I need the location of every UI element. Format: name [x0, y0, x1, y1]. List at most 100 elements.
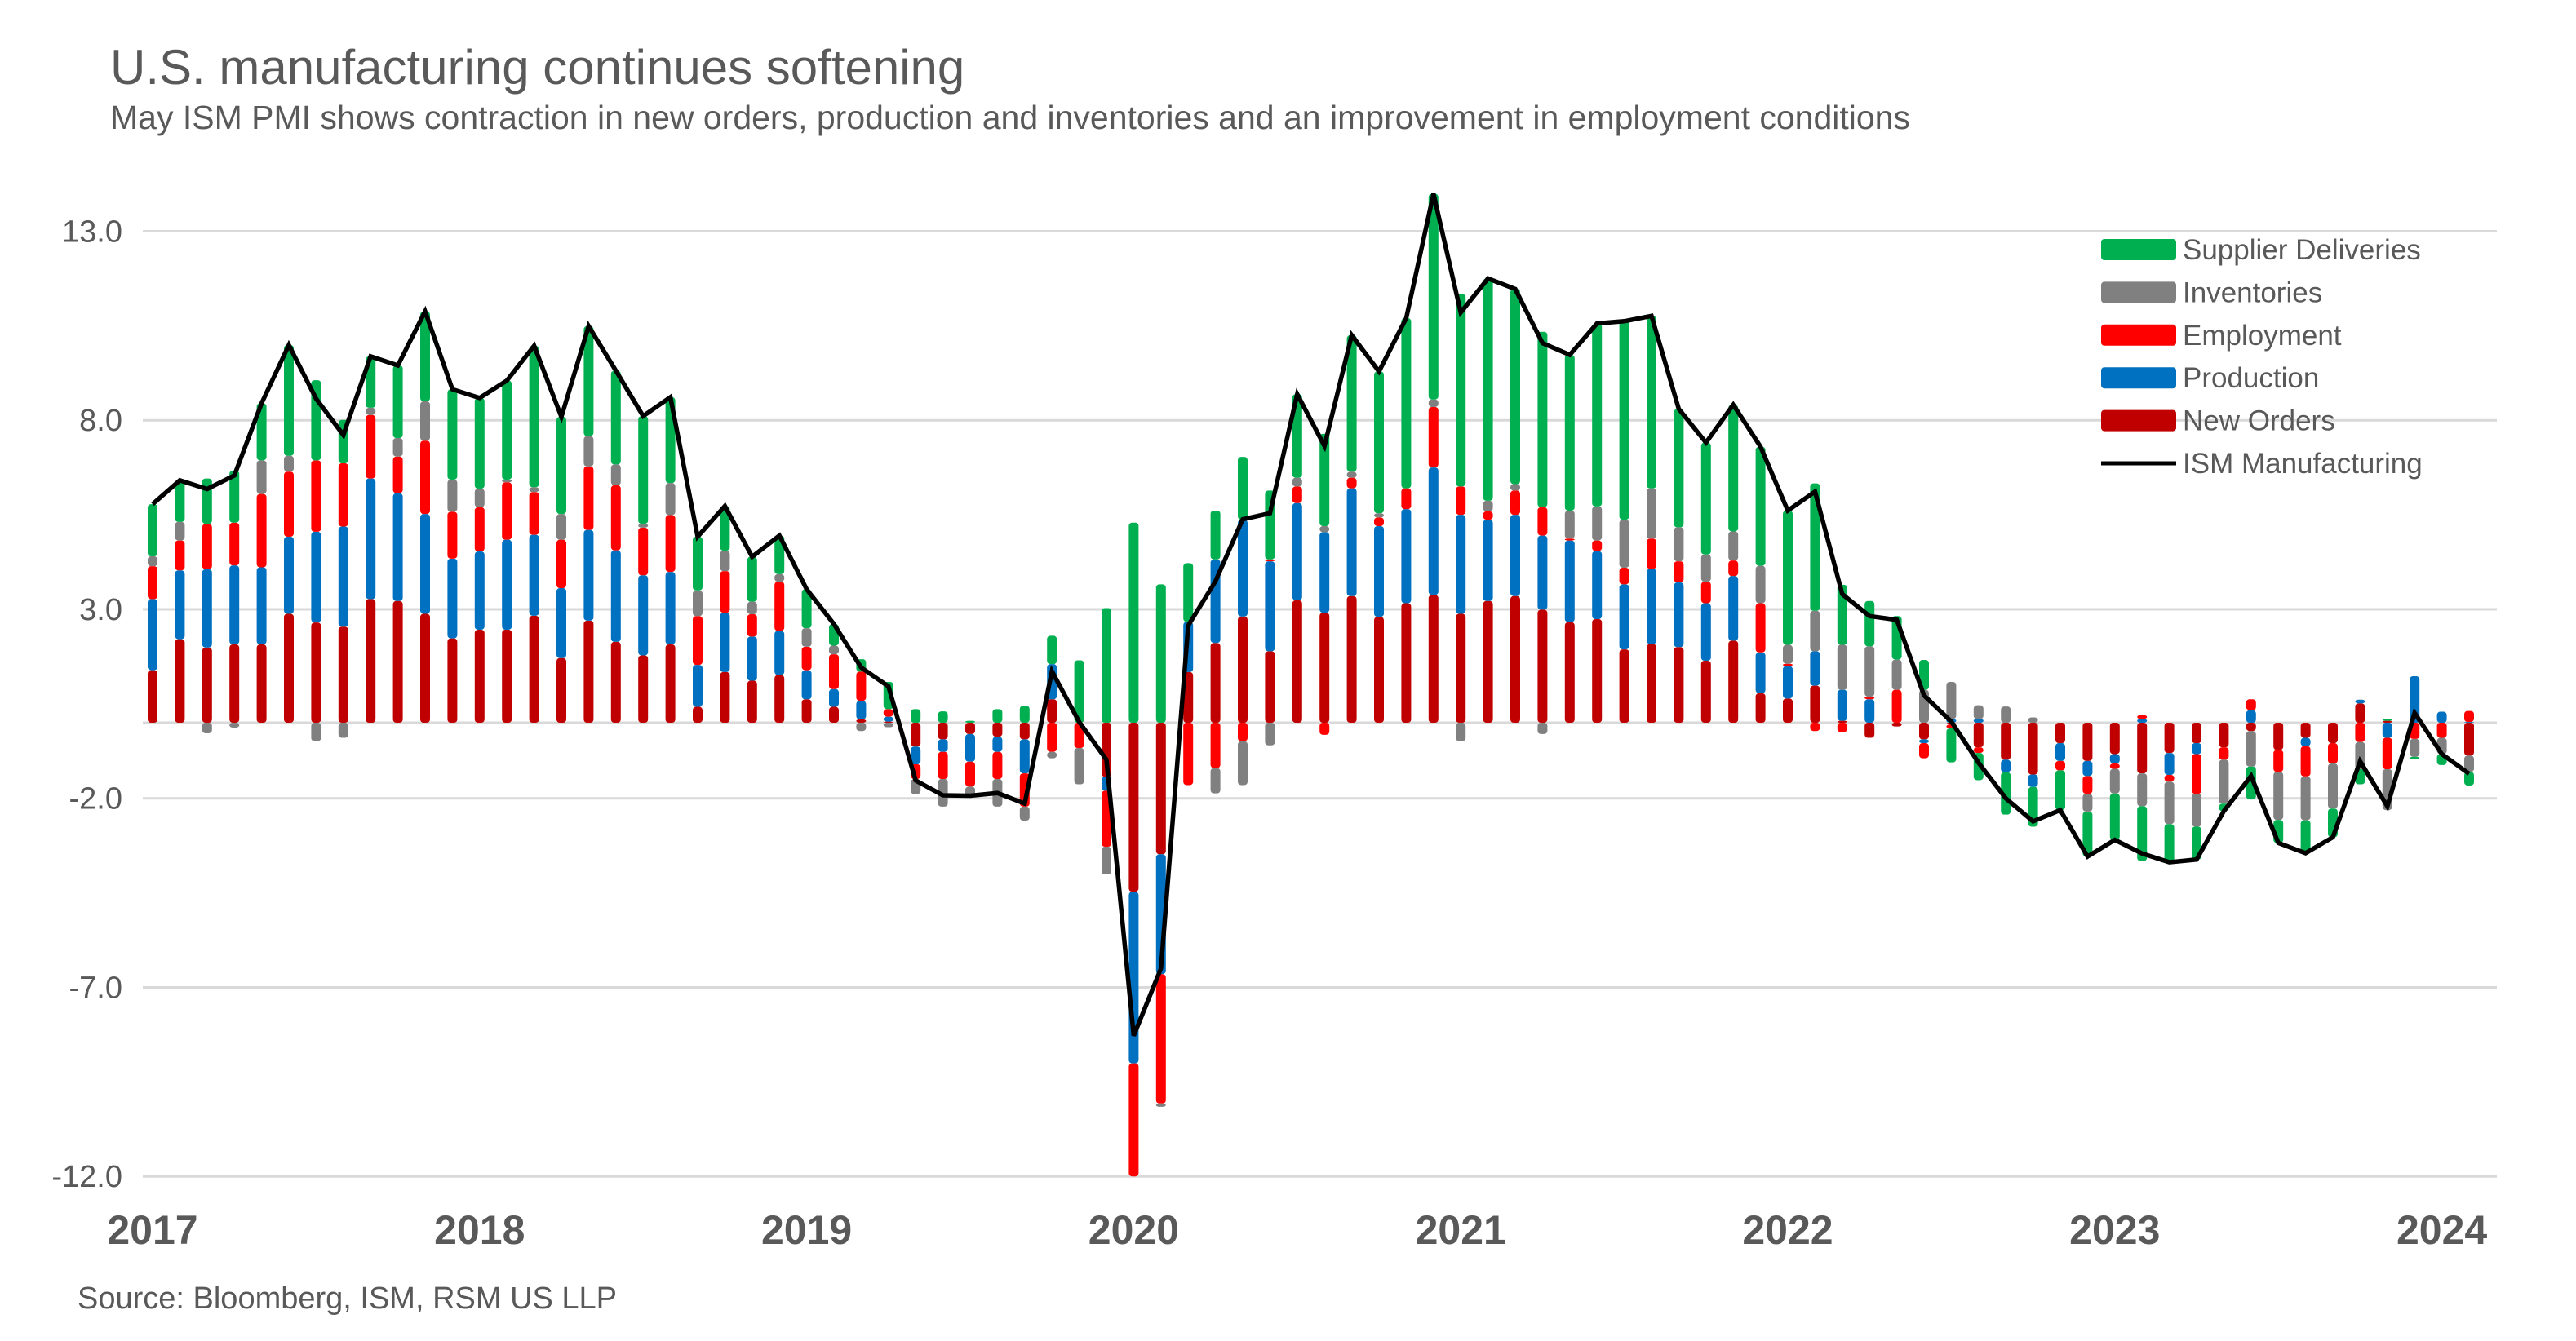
bar-segment-employment — [1510, 490, 1520, 516]
legend-label: ISM Manufacturing — [2183, 448, 2423, 480]
legend-item: Employment — [2101, 320, 2342, 352]
bar-stack — [1483, 278, 1493, 723]
bar-segment-inventories — [1374, 513, 1384, 518]
bar-segment-supplier-deliveries — [175, 480, 185, 522]
bar-stack — [774, 535, 785, 723]
bar-segment-production — [1592, 551, 1603, 620]
bar-segment-employment — [1238, 723, 1248, 741]
bar-segment-production — [2082, 760, 2093, 777]
bar-segment-inventories — [1319, 525, 1330, 533]
bar-stack — [1864, 600, 1875, 738]
bar-segment-new-orders — [1238, 616, 1248, 723]
bar-segment-new-orders — [774, 675, 785, 723]
bar-stack — [992, 709, 1003, 807]
bar-segment-inventories — [256, 460, 267, 494]
x-axis-ticks: 2017 2018 2019 2020 2021 2022 2023 2024 — [107, 1207, 2487, 1253]
bar-segment-inventories — [2028, 717, 2038, 723]
bar-segment-production — [1700, 603, 1711, 661]
bar-segment-inventories — [1592, 506, 1603, 541]
bar-stack — [1564, 355, 1575, 723]
bar-segment-supplier-deliveries — [1401, 318, 1412, 489]
bar-segment-inventories — [2137, 773, 2148, 807]
bar-segment-employment — [556, 539, 566, 588]
bar-stack — [1265, 490, 1275, 746]
bar-stack — [1647, 316, 1656, 723]
bar-segment-new-orders — [1183, 671, 1194, 723]
bar-segment-production — [1864, 699, 1875, 723]
bar-segment-employment — [2246, 699, 2256, 710]
bar-stack — [911, 709, 921, 794]
bar-stack — [1238, 457, 1248, 786]
bar-segment-new-orders — [992, 723, 1003, 737]
bar-segment-supplier-deliveries — [938, 711, 948, 723]
bar-segment-employment — [2464, 710, 2474, 723]
bar-segment-production — [1510, 515, 1520, 596]
bar-segment-inventories — [610, 464, 621, 485]
bar-segment-production — [2137, 719, 2148, 723]
bar-segment-inventories — [1428, 399, 1439, 407]
legend-item: ISM Manufacturing — [2101, 448, 2423, 480]
bar-segment-inventories — [2410, 738, 2420, 757]
bar-stack — [801, 589, 812, 723]
bar-segment-production — [1564, 540, 1575, 622]
bar-segment-new-orders — [1346, 595, 1357, 723]
bar-segment-inventories — [801, 628, 812, 647]
bar-segment-inventories — [2164, 781, 2175, 825]
bar-segment-supplier-deliveries — [2082, 811, 2093, 857]
bar-stack — [638, 416, 649, 723]
bar-segment-supplier-deliveries — [1374, 371, 1384, 514]
bar-segment-production — [2410, 675, 2420, 723]
legend-swatch — [2101, 367, 2176, 389]
bar-segment-employment — [965, 761, 975, 787]
bar-stack — [256, 403, 267, 723]
bar-segment-new-orders — [1973, 723, 1984, 748]
bar-segment-supplier-deliveries — [229, 470, 240, 523]
bar-segment-inventories — [1564, 510, 1575, 539]
legend: Supplier Deliveries Inventories Employment… — [2101, 234, 2423, 480]
bar-segment-supplier-deliveries — [2137, 806, 2148, 861]
bar-segment-inventories — [583, 436, 594, 467]
bar-segment-new-orders — [1891, 723, 1902, 727]
bar-segment-production — [2246, 710, 2256, 723]
bar-segment-production — [256, 567, 267, 645]
bar-segment-employment — [1155, 974, 1166, 1104]
bar-stack — [2436, 711, 2447, 765]
bar-segment-new-orders — [2355, 703, 2365, 723]
bar-stack — [229, 470, 240, 728]
bar-stack — [2410, 675, 2420, 759]
bar-segment-employment — [1755, 603, 1766, 653]
bar-stack — [2055, 723, 2065, 811]
bar-segment-employment — [2055, 760, 2065, 771]
bar-segment-inventories — [1265, 723, 1275, 746]
bar-segment-new-orders — [1810, 685, 1820, 723]
bar-segment-inventories — [2464, 755, 2474, 772]
bar-stack — [1919, 660, 1929, 759]
bar-segment-inventories — [2219, 759, 2229, 804]
bar-segment-new-orders — [229, 644, 240, 723]
bar-stack — [2219, 723, 2229, 812]
bar-segment-new-orders — [1837, 720, 1847, 723]
bar-segment-new-orders — [2328, 723, 2338, 744]
bar-stack — [2028, 717, 2038, 827]
bar-segment-inventories — [2328, 763, 2338, 809]
bar-segment-new-orders — [1647, 644, 1656, 723]
bar-segment-inventories — [1728, 531, 1739, 561]
bar-segment-new-orders — [1292, 600, 1302, 723]
bar-segment-supplier-deliveries — [1210, 510, 1221, 560]
bar-segment-supplier-deliveries — [148, 504, 157, 557]
bar-stack — [1210, 510, 1221, 794]
bar-segment-new-orders — [311, 622, 321, 723]
y-tick-label: -7.0 — [69, 971, 122, 1005]
bar-segment-new-orders — [1374, 617, 1384, 723]
bar-segment-production — [938, 739, 948, 752]
bar-segment-production — [1728, 576, 1739, 641]
y-tick-label: 13.0 — [62, 215, 122, 249]
bar-segment-new-orders — [2300, 723, 2311, 738]
bar-segment-supplier-deliveries — [1700, 442, 1711, 555]
bar-segment-supplier-deliveries — [2464, 772, 2474, 786]
legend-label: Supplier Deliveries — [2183, 234, 2421, 266]
bar-segment-employment — [2273, 750, 2284, 772]
bar-segment-new-orders — [1564, 622, 1575, 723]
bar-segment-production — [529, 534, 539, 616]
bar-segment-new-orders — [148, 670, 157, 723]
